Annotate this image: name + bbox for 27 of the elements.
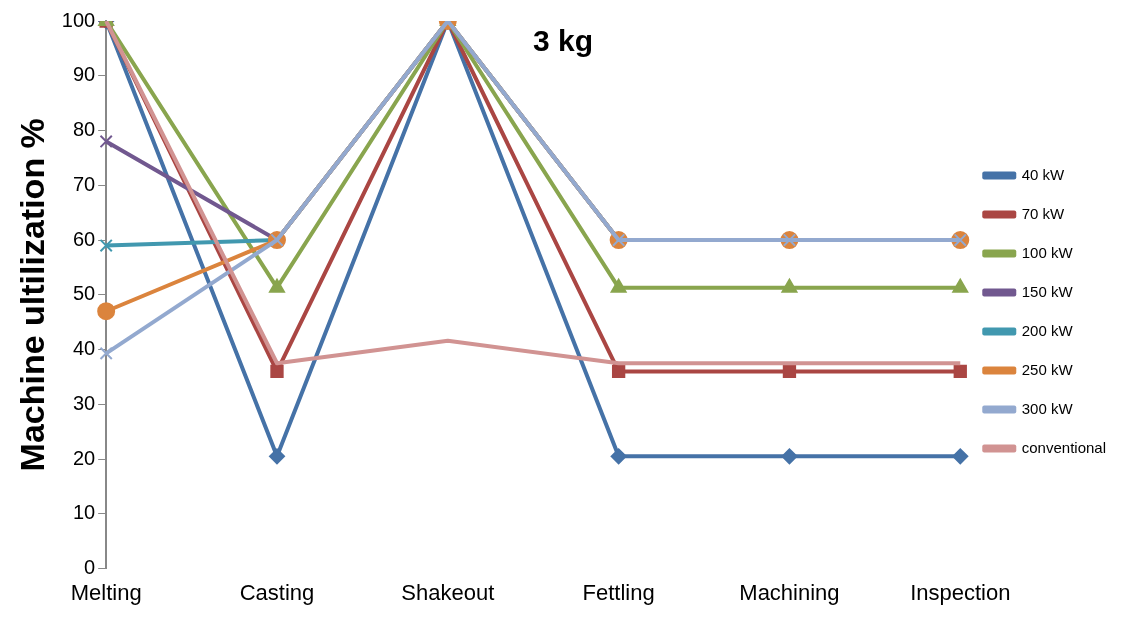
x-tick-label: Melting <box>70 579 142 605</box>
y-tick-label: 10 <box>72 501 96 524</box>
legend-label: 250 kW <box>1021 360 1074 378</box>
y-tick-label: 50 <box>72 282 96 305</box>
y-tick-label: 30 <box>72 391 96 414</box>
legend-label: 200 kW <box>1021 321 1074 339</box>
legend-label: 70 kW <box>1021 204 1066 222</box>
legend-label: 300 kW <box>1021 399 1074 417</box>
x-tick-label: Fettling <box>582 579 655 605</box>
x-tick-label: Machining <box>739 579 840 605</box>
y-tick-label: 20 <box>72 446 96 469</box>
x-tick-label: Shakeout <box>401 579 495 605</box>
y-tick-label: 60 <box>72 227 96 250</box>
chart-title: 3 kg <box>532 24 594 58</box>
y-tick-label: 100 <box>61 8 96 31</box>
y-tick-label: 0 <box>84 556 96 579</box>
x-tick-label: Casting <box>239 579 315 605</box>
y-axis-title: Machine ultilization % <box>12 118 51 472</box>
legend-label: 100 kW <box>1021 243 1074 261</box>
x-tick-label: Inspection <box>910 579 1011 605</box>
y-tick-label: 40 <box>72 337 96 360</box>
y-tick-label: 90 <box>72 63 96 86</box>
y-tick-label: 70 <box>72 172 96 195</box>
y-tick-label: 80 <box>72 118 96 141</box>
legend-label: 40 kW <box>1021 165 1066 183</box>
legend-label: conventional <box>1021 438 1107 456</box>
legend-label: 150 kW <box>1021 282 1074 300</box>
